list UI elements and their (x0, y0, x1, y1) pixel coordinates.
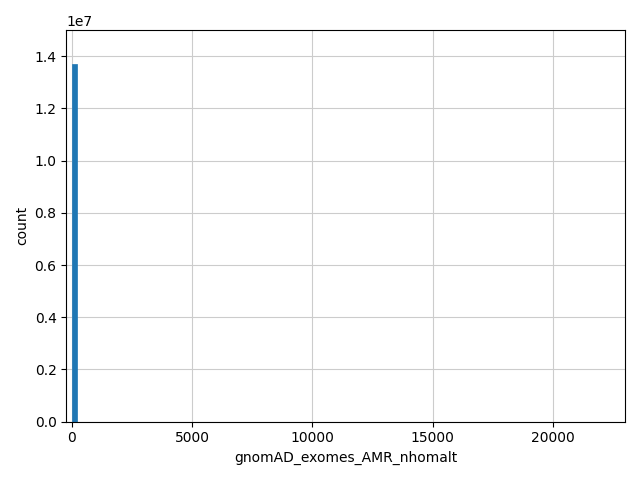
Y-axis label: count: count (15, 206, 29, 245)
X-axis label: gnomAD_exomes_AMR_nhomalt: gnomAD_exomes_AMR_nhomalt (234, 451, 457, 465)
Bar (72, 64, 77, 421)
